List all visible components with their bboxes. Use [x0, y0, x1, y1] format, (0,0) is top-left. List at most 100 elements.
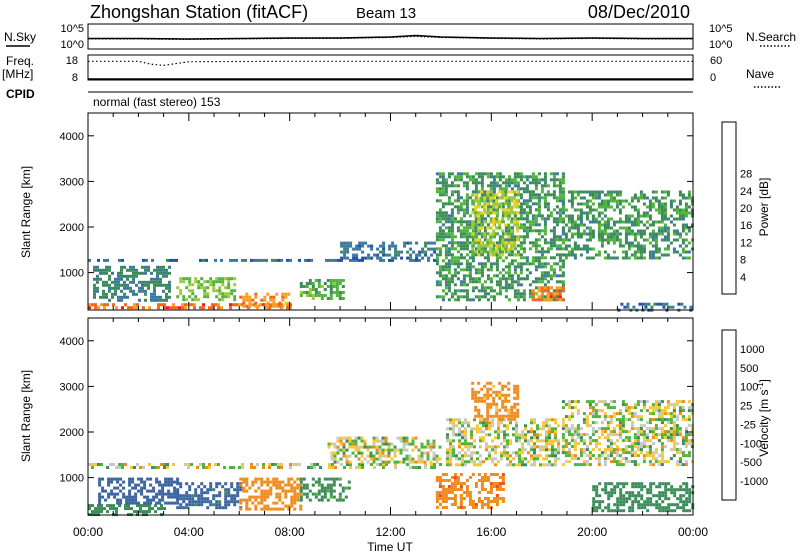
heatmap-cell [670, 491, 674, 495]
heatmap-cell [435, 178, 439, 182]
heatmap-cell [450, 262, 454, 266]
heatmap-cell [619, 509, 623, 513]
heatmap-cell [528, 295, 532, 299]
heatmap-cell [227, 277, 231, 281]
velocity-panel-frame [87, 317, 694, 516]
heatmap-cell [230, 497, 234, 501]
heatmap-cell [335, 291, 339, 294]
heatmap-cell [672, 208, 676, 212]
heatmap-cell [606, 427, 610, 431]
heatmap-cell [510, 229, 514, 233]
heatmap-cell [570, 196, 574, 200]
heatmap-cell [504, 405, 508, 409]
heatmap-cell [450, 211, 454, 215]
heatmap-cell [548, 436, 551, 440]
heatmap-cell [250, 303, 253, 307]
heatmap-cell [510, 247, 514, 251]
heatmap-cell [438, 295, 442, 299]
heatmap-cell [570, 253, 574, 257]
heatmap-cell [358, 463, 361, 466]
heatmap-cell [244, 258, 247, 262]
heatmap-cell [193, 303, 196, 307]
heatmap-cell [427, 256, 431, 260]
heatmap-cell [492, 298, 496, 302]
heatmap-cell [153, 292, 156, 296]
heatmap-cell [206, 295, 210, 299]
heatmap-cell [208, 466, 211, 469]
heatmap-cell [405, 457, 409, 461]
heatmap-cell [194, 277, 198, 281]
heatmap-cell [576, 193, 580, 197]
heatmap-cell [548, 418, 551, 422]
heatmap-cell [537, 232, 541, 236]
heatmap-cell [337, 258, 340, 262]
heatmap-cell [485, 427, 488, 431]
heatmap-cell [567, 448, 571, 452]
heatmap-cell [468, 223, 472, 227]
heatmap-cell [585, 202, 589, 206]
heatmap-cell [287, 489, 291, 493]
heatmap-cell [688, 488, 692, 492]
heatmap-cell [663, 226, 667, 230]
heatmap-cell [636, 196, 640, 200]
heatmap-cell [558, 211, 562, 215]
heatmap-cell [564, 424, 568, 428]
heatmap-cell [595, 485, 599, 489]
heatmap-cell [648, 214, 652, 218]
heatmap-cell [660, 205, 664, 209]
heatmap-cell [682, 488, 686, 492]
heatmap-cell [513, 235, 517, 239]
heatmap-cell [501, 497, 505, 500]
heatmap-cell [480, 289, 484, 293]
heatmap-cell [543, 181, 547, 185]
heatmap-cell [477, 381, 481, 385]
heatmap-cell [657, 454, 661, 458]
heatmap-cell [128, 498, 132, 502]
heatmap-cell [639, 424, 643, 428]
heatmap-cell [332, 495, 336, 499]
heatmap-cell [468, 503, 472, 506]
heatmap-cell [501, 205, 505, 209]
heatmap-cell [642, 439, 646, 443]
heatmap-cell [357, 445, 361, 449]
heatmap-cell [603, 430, 607, 434]
heatmap-cell [540, 214, 544, 218]
heatmap-cell [153, 289, 156, 293]
heatmap-cell [546, 208, 550, 212]
heatmap-cell [501, 393, 505, 397]
heatmap-cell [379, 250, 383, 254]
heatmap-cell [101, 495, 105, 499]
heatmap-cell [131, 501, 135, 505]
heatmap-cell [636, 217, 640, 221]
heatmap-cell [495, 256, 499, 260]
heatmap-cell [663, 409, 667, 413]
heatmap-cell [507, 411, 511, 415]
heatmap-cell [102, 280, 105, 284]
heatmap-cell [594, 196, 598, 200]
heatmap-cell [480, 274, 484, 278]
heatmap-cell [615, 460, 619, 464]
heatmap-cell [480, 244, 484, 248]
heatmap-cell [609, 433, 613, 437]
heatmap-cell [640, 503, 644, 507]
heatmap-cell [132, 274, 135, 278]
heatmap-cell [471, 199, 475, 203]
heatmap-cell [132, 280, 135, 284]
heatmap-cell [669, 205, 673, 209]
heatmap-cell [631, 482, 635, 486]
heatmap-cell [642, 214, 646, 218]
heatmap-cell [474, 190, 478, 194]
heatmap-cell [603, 223, 607, 227]
heatmap-cell [439, 463, 442, 466]
heatmap-cell [540, 184, 544, 188]
heatmap-cell [561, 247, 565, 251]
heatmap-cell [134, 486, 138, 490]
heatmap-cell [370, 256, 374, 260]
heatmap-cell [681, 439, 685, 443]
heatmap-cell [552, 193, 556, 197]
heatmap-cell [483, 417, 487, 421]
heatmap-cell [289, 303, 292, 307]
heatmap-cell [685, 497, 689, 501]
heatmap-cell [486, 417, 490, 421]
heatmap-cell [185, 497, 189, 501]
